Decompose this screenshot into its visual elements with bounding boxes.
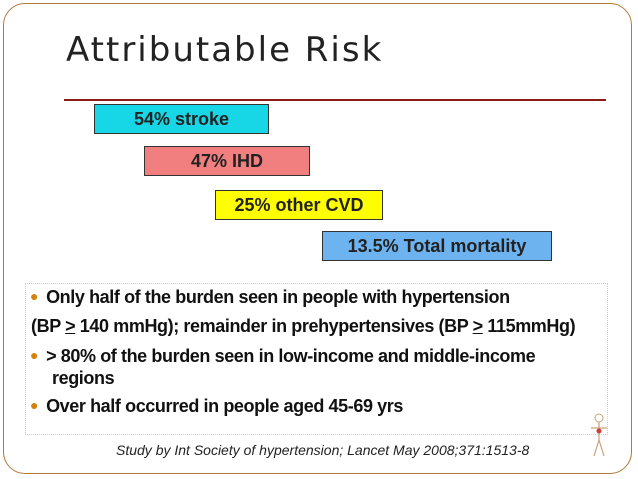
slide-title: Attributable Risk <box>66 30 384 70</box>
greater-equal-symbol: > <box>472 316 484 336</box>
bullet-text-box <box>25 283 608 435</box>
bullet-dot-icon: ● <box>30 288 39 304</box>
bar-stroke: 54% stroke <box>94 104 269 134</box>
bullet-dot-icon: ● <box>30 397 39 413</box>
bar-other-cvd: 25% other CVD <box>215 190 383 220</box>
bullet-3-text: Over half occurred in people aged 45-69 … <box>46 396 404 416</box>
bullet-item-3: ● Over half occurred in people aged 45-69… <box>30 396 403 417</box>
bar-ihd: 47% IHD <box>144 146 310 176</box>
bullet-2-text: > 80% of the burden seen in low-income a… <box>46 346 536 366</box>
bar-total-mortality: 13.5% Total mortality <box>322 231 552 261</box>
bullet-1-text: Only half of the burden seen in people w… <box>46 287 510 307</box>
bullet-item-1-continuation: (BP > 140 mmHg); remainder in prehyperte… <box>31 316 576 336</box>
greater-equal-symbol: > <box>65 316 76 336</box>
bullet-item-2: ● > 80% of the burden seen in low-income … <box>30 346 536 367</box>
bullet-item-2-continuation: regions <box>52 368 115 388</box>
bullet-dot-icon: ● <box>30 347 39 363</box>
bullet-item-1: ● Only half of the burden seen in people … <box>30 287 510 308</box>
human-figure-icon <box>591 413 607 457</box>
citation-footnote: Study by Int Society of hypertension; La… <box>116 442 530 458</box>
title-divider <box>64 99 606 101</box>
